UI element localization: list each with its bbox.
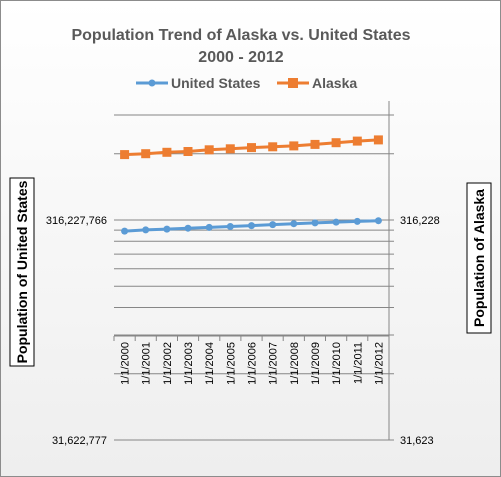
left-tick-label-top: 316,227,766 (46, 215, 107, 227)
legend-marker-alaska (288, 78, 298, 88)
legend: United States Alaska (136, 75, 357, 91)
data-point-alaska (141, 149, 151, 159)
category-label: 1/1/2000 (120, 342, 132, 385)
data-point-alaska (247, 143, 256, 153)
data-point-alaska (289, 141, 299, 151)
data-point-alaska (120, 150, 130, 160)
data-point-alaska (331, 138, 341, 148)
legend-label-alaska: Alaska (312, 75, 357, 91)
category-axis-ticks (113, 336, 390, 341)
category-label: 1/1/2006 (247, 342, 259, 385)
legend-marker-united-states (148, 79, 156, 87)
category-label: 1/1/2005 (225, 342, 237, 385)
right-tick-label-bottom: 31,623 (400, 435, 434, 447)
data-point-alaska (268, 142, 278, 152)
category-label: 1/1/2008 (289, 342, 301, 385)
chart-title-line-2: 2000 - 2012 (198, 49, 284, 66)
category-label: 1/1/2012 (373, 342, 385, 385)
data-point-united-states (269, 221, 277, 229)
right-axis-title: Population of Alaska (466, 182, 492, 334)
gridlines (114, 114, 394, 441)
data-point-united-states (353, 217, 361, 225)
data-point-united-states (248, 222, 255, 230)
data-point-united-states (374, 217, 382, 225)
data-point-united-states (184, 224, 192, 232)
category-label: 1/1/2010 (331, 342, 343, 385)
category-label: 1/1/2001 (141, 342, 153, 385)
data-point-united-states (332, 218, 340, 226)
left-axis-title-text: Population of United States (14, 180, 30, 363)
data-point-united-states (290, 220, 298, 228)
data-point-alaska (310, 139, 320, 149)
data-point-alaska (352, 136, 362, 146)
data-point-united-states (121, 227, 129, 235)
right-axis-title-text: Population of Alaska (471, 189, 487, 327)
left-axis-title: Population of United States (9, 177, 35, 367)
data-point-united-states (163, 225, 171, 233)
chart-title-line-1: Population Trend of Alaska vs. United St… (71, 27, 410, 44)
category-label: 1/1/2003 (183, 342, 195, 385)
data-point-alaska (373, 135, 383, 145)
data-point-alaska (204, 145, 214, 155)
category-label: 1/1/2009 (310, 342, 322, 385)
category-label: 1/1/2002 (162, 342, 174, 385)
data-point-alaska (225, 144, 235, 154)
data-point-alaska (183, 147, 193, 156)
category-tick-labels: 1/1/2000 1/1/2001 1/1/2002 1/1/2003 1/1/2004… (120, 342, 386, 385)
category-label: 1/1/2007 (268, 342, 280, 385)
data-point-united-states (205, 223, 213, 231)
right-tick-label-top: 316,228 (400, 215, 440, 227)
left-tick-label-bottom: 31,622,777 (52, 435, 107, 447)
data-point-united-states (142, 226, 150, 234)
data-point-united-states (226, 223, 234, 230)
category-label: 1/1/2011 (352, 342, 364, 384)
legend-label-united-states: United States (171, 75, 261, 91)
category-label: 1/1/2004 (204, 342, 216, 385)
data-point-united-states (311, 219, 319, 227)
data-point-alaska (162, 147, 172, 157)
series (120, 135, 383, 235)
